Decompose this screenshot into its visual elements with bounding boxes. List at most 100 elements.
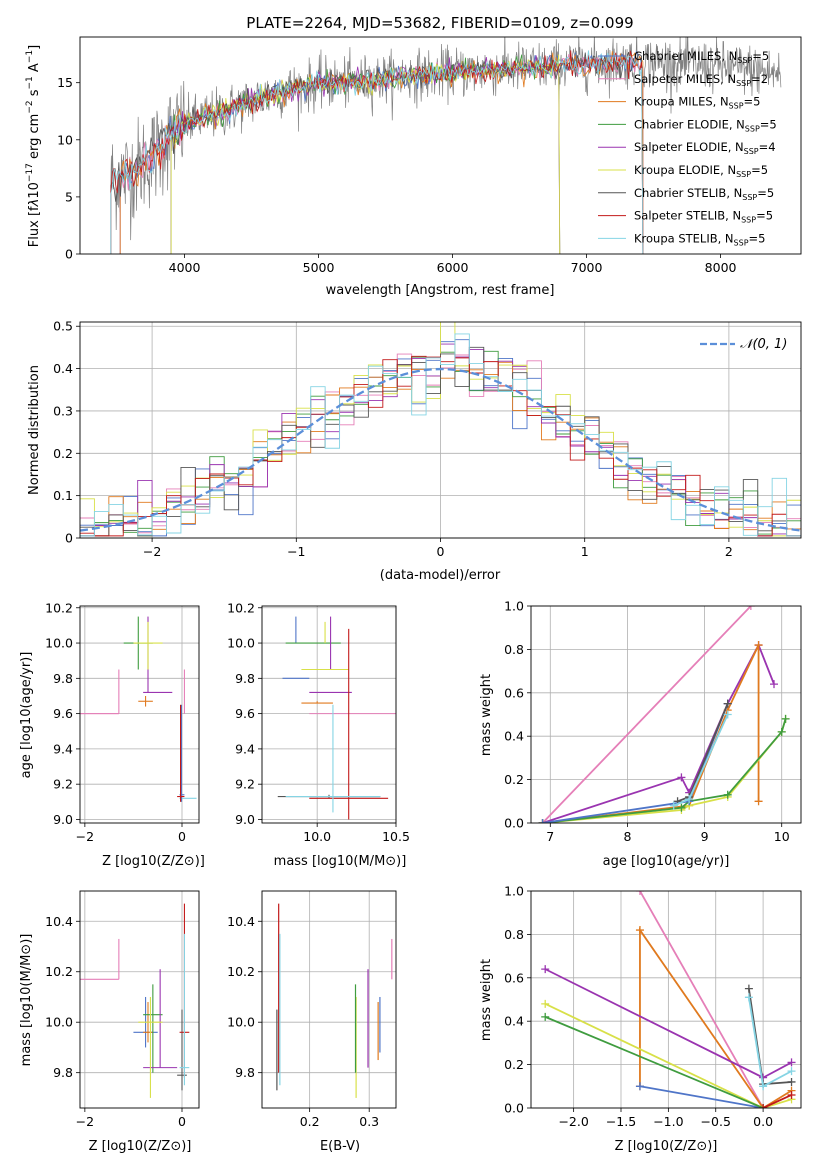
plot-area — [110, 37, 782, 254]
y-tick-label: 0 — [65, 247, 73, 262]
weight-marker — [746, 606, 755, 610]
y-tick-label: 10.0 — [227, 636, 255, 651]
weight-marker — [770, 680, 778, 689]
histogram-series-6 — [80, 346, 801, 537]
weight-marker — [759, 1082, 768, 1091]
y-axis-label: mass [log10(M/M⊙)] — [19, 934, 34, 1067]
y-tick-label: 9.4 — [53, 741, 73, 756]
weight-marker — [677, 773, 686, 782]
model-spectrum-8 — [110, 50, 644, 254]
y-axis-label: mass weight — [479, 959, 494, 1041]
model-spectrum-7 — [110, 50, 644, 254]
plot-area — [276, 903, 393, 1098]
axes-frame — [261, 605, 397, 824]
y-tick-label: 0.6 — [504, 685, 524, 700]
plot-area — [538, 606, 790, 823]
x-tick-label: 8000 — [705, 260, 737, 275]
axes-weight_vs_z: −2.0 −1.5 −1.0 −0.5 0.0 0.0 0.2 0.4 0.6 0.8 1.0 — [504, 884, 802, 1129]
x-tick-label: 10 — [774, 829, 790, 844]
axes-frame — [261, 890, 397, 1109]
y-axis-label: age [log10(age/yr)] — [19, 652, 34, 779]
x-tick-label: 4000 — [169, 260, 201, 275]
x-tick-label: 0.0 — [753, 1114, 773, 1129]
weight-marker — [669, 801, 678, 810]
weight-series-1 — [541, 606, 752, 823]
weight-series-7 — [762, 1094, 792, 1108]
x-axis-label: Z [log — [102, 854, 140, 869]
y-tick-label: 0.5 — [53, 319, 73, 334]
axes-frame — [530, 890, 802, 1109]
weight-marker — [759, 1104, 768, 1108]
y-tick-label: 0.1 — [53, 488, 73, 503]
legend-label: Chabrier MILES, NSSP=5 — [634, 49, 769, 65]
x-tick-label: 0 — [437, 544, 445, 559]
x-tick-label: 6000 — [437, 260, 469, 275]
y-tick-label: 9.0 — [235, 812, 255, 827]
y-tick-label: 5 — [65, 189, 73, 204]
y-tick-label: 9.8 — [53, 1065, 73, 1080]
x-axis-label: age [log10(age/yr)] — [603, 854, 730, 869]
x-axis-label: E(B-V) — [320, 1139, 360, 1154]
y-tick-label: 10.0 — [45, 1015, 73, 1030]
x-tick-label: 2 — [725, 544, 733, 559]
y-tick-label: 10.2 — [227, 964, 255, 979]
weight-marker — [541, 1012, 550, 1021]
model-spectrum-1 — [119, 53, 644, 254]
legend-label: Salpeter ELODIE, NSSP=4 — [634, 140, 776, 156]
y-axis-label: mass weight — [479, 674, 494, 756]
weight-marker — [744, 993, 753, 1002]
x-axis-label: mass [log10(M/M⊙)] — [274, 854, 407, 869]
x-tick-label: 1 — [581, 544, 589, 559]
y-tick-label: 0.0 — [504, 1101, 524, 1116]
y-tick-label: 0.8 — [504, 642, 524, 657]
weight-series-1 — [639, 891, 764, 1108]
y-tick-label: 0.4 — [53, 361, 73, 376]
weight-marker — [744, 984, 753, 993]
y-tick-label: 0.2 — [504, 772, 524, 787]
y-tick-label: 10 — [57, 132, 73, 147]
weight-marker — [777, 727, 786, 736]
legend-label: Chabrier ELODIE, NSSP=5 — [634, 117, 777, 133]
x-tick-label: 0.2 — [300, 1114, 320, 1129]
y-tick-label: 9.8 — [235, 671, 255, 686]
histogram-series-8 — [80, 333, 801, 537]
axes-frame — [79, 321, 802, 539]
plot-area — [277, 616, 396, 820]
weight-marker — [635, 891, 644, 895]
axes-frame — [79, 890, 200, 1109]
x-tick-label: 0 — [178, 829, 186, 844]
y-tick-label: 0.2 — [53, 446, 73, 461]
y-tick-label: 9.2 — [235, 777, 255, 792]
axes-mass_vs_ebv: 0.2 0.3 9.8 10.0 10.2 10.4 — [227, 890, 397, 1129]
weight-marker — [677, 803, 686, 812]
y-tick-label: 9.0 — [53, 812, 73, 827]
x-axis-label: Z [log10(Z/Z⊙)] — [89, 1139, 192, 1154]
y-tick-label: 10.2 — [45, 964, 73, 979]
x-axis-label: wavelength [Angstrom, rest frame] — [326, 283, 555, 298]
axes-weight_vs_age: 7 8 9 10 0.0 0.2 0.4 0.6 0.8 1.0 — [504, 599, 802, 844]
x-axis-label: (data-model)/error — [380, 568, 501, 583]
axes-age_vs_mass: 10.0 10.5 9.0 9.2 9.4 9.6 9.8 10.0 10.2 — [227, 600, 410, 844]
plot-area — [541, 891, 796, 1108]
weight-series-3 — [544, 1016, 764, 1108]
x-tick-label: −2 — [143, 544, 161, 559]
model-spectrum-6 — [110, 51, 644, 254]
y-tick-label: 0.6 — [504, 970, 524, 985]
weight-marker — [538, 819, 547, 823]
y-tick-label: 9.6 — [53, 706, 73, 721]
y-tick-label: 0.4 — [504, 729, 524, 744]
weight-marker — [685, 795, 694, 804]
weight-series-6 — [677, 703, 729, 803]
axes-spectrum: 4000 5000 6000 7000 8000 0 5 10 15 — [57, 36, 802, 275]
weight-marker — [787, 1058, 796, 1067]
weight-series-3 — [542, 718, 787, 823]
weight-marker — [541, 965, 550, 974]
weight-marker — [635, 926, 644, 935]
x-tick-label: −1.0 — [653, 1114, 683, 1129]
legend-label: 𝒩(0, 1) — [740, 337, 787, 352]
y-tick-label: 10.2 — [45, 600, 73, 615]
y-tick-label: 9.8 — [235, 1065, 255, 1080]
y-tick-label: 15 — [57, 75, 73, 90]
x-tick-label: 5000 — [303, 260, 335, 275]
